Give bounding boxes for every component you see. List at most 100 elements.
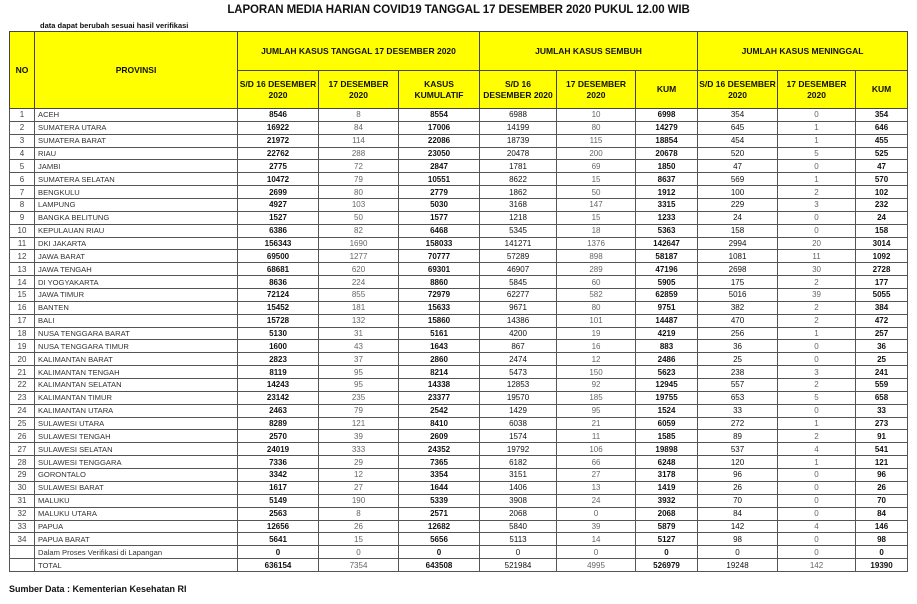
kasus-17: 121 [318,416,399,431]
province-name: DKI JAKARTA [34,236,238,251]
header-kasus-sd16: S/D 16 DESEMBER 2020 [237,70,319,109]
kasus-kumulatif: 69301 [397,262,481,277]
kasus-sd16: 1527 [237,210,319,225]
sembuh-kum: 4219 [635,326,699,341]
table-row: 9 BANGKA BELITUNG 1527 50 1577 1218 15 1233 24 0 2… [9,210,909,225]
province-name: KALIMANTAN SELATAN [34,378,238,392]
meninggal-17: 5 [777,390,857,405]
table-row: 18 NUSA TENGGARA BARAT 5130 31 5161 4200 19 421… [9,326,909,341]
kasus-sd16: 15452 [237,300,319,315]
province-name: SULAWESI BARAT [34,480,238,495]
row-no: 4 [9,146,35,161]
sembuh-kum: 5623 [635,365,699,380]
sembuh-sd16: 0 [479,545,558,560]
kasus-sd16: 7336 [237,455,319,470]
sembuh-kum: 5127 [635,532,699,547]
meninggal-17: 5 [777,146,857,161]
table-row: 33 PAPUA 12656 26 12682 5840 39 5879 142 4 146 [9,519,909,534]
table-row: 27 SULAWESI SELATAN 24019 333 24352 19792 106 1… [9,442,909,457]
kasus-kumulatif: 2609 [397,429,481,444]
sembuh-sd16: 1862 [479,185,558,200]
kasus-kumulatif: 5030 [397,198,481,212]
table-row: Dalam Proses Verifikasi di Lapangan 0 0 0 0 0… [9,545,909,560]
meninggal-17: 0 [777,493,857,508]
province-name: NUSA TENGGARA TIMUR [34,339,238,354]
meninggal-17: 0 [777,468,857,482]
header-meninggal-sd16: S/D 16 DESEMBER 2020 [697,70,779,109]
meninggal-kum: 33 [855,403,909,418]
table-row: 19 NUSA TENGGARA TIMUR 1600 43 1643 867 16 883 3… [9,339,909,354]
meninggal-kum: 472 [855,313,909,328]
row-no [9,558,35,572]
province-name: KALIMANTAN TENGAH [34,365,238,380]
row-no: 9 [9,210,35,225]
meninggal-sd16: 33 [697,403,779,418]
row-no: 10 [9,223,35,238]
sembuh-17: 101 [556,313,637,328]
meninggal-kum: 91 [855,429,909,444]
table-row: 20 KALIMANTAN BARAT 2823 37 2860 2474 12 2486 25… [9,352,909,367]
row-no: 30 [9,480,35,495]
province-name: BENGKULU [34,185,238,200]
row-no: 14 [9,275,35,290]
meninggal-kum: 84 [855,506,909,521]
meninggal-sd16: 520 [697,146,779,161]
meninggal-sd16: 2994 [697,236,779,251]
sembuh-kum: 6059 [635,416,699,431]
kasus-sd16: 16922 [237,120,319,135]
kasus-kumulatif: 15860 [397,313,481,328]
kasus-17: 190 [318,493,399,508]
meninggal-sd16: 569 [697,172,779,187]
meninggal-17: 2 [777,275,857,290]
kasus-kumulatif: 15633 [397,300,481,315]
kasus-kumulatif: 1644 [397,480,481,495]
province-name: JAWA BARAT [34,249,238,264]
sembuh-sd16: 46907 [479,262,558,277]
sembuh-17: 69 [556,159,637,174]
row-no: 7 [9,185,35,200]
kasus-17: 29 [318,455,399,470]
kasus-sd16: 8636 [237,275,319,290]
province-name: KALIMANTAN UTARA [34,403,238,418]
kasus-sd16: 6386 [237,223,319,238]
meninggal-sd16: 24 [697,210,779,225]
meninggal-17: 1 [777,416,857,431]
header-group-meninggal: JUMLAH KASUS MENINGGAL [697,31,909,71]
meninggal-17: 3 [777,365,857,380]
row-no: 22 [9,378,35,392]
sembuh-sd16: 3168 [479,198,558,212]
kasus-kumulatif: 1577 [397,210,481,225]
sembuh-sd16: 6182 [479,455,558,470]
province-name: SULAWESI UTARA [34,416,238,431]
meninggal-sd16: 100 [697,185,779,200]
kasus-sd16: 68681 [237,262,319,277]
province-name: MALUKU [34,493,238,508]
kasus-kumulatif: 72979 [397,288,481,302]
meninggal-sd16: 557 [697,378,779,392]
sembuh-sd16: 5345 [479,223,558,238]
kasus-sd16: 5149 [237,493,319,508]
sembuh-kum: 0 [635,545,699,560]
row-no: 11 [9,236,35,251]
table-row: 21 KALIMANTAN TENGAH 8119 95 8214 5473 150 5623… [9,365,909,380]
table-row: 2 SUMATERA UTARA 16922 84 17006 14199 80 14279 6… [9,120,909,135]
kasus-sd16: 4927 [237,198,319,212]
table-row: 6 SUMATERA SELATAN 10472 79 10551 8622 15 8637 5… [9,172,909,187]
kasus-17: 8 [318,108,399,122]
meninggal-kum: 98 [855,532,909,547]
meninggal-kum: 241 [855,365,909,380]
kasus-sd16: 12656 [237,519,319,534]
meninggal-kum: 0 [855,545,909,560]
meninggal-kum: 354 [855,108,909,122]
kasus-kumulatif: 22086 [397,133,481,148]
meninggal-17: 20 [777,236,857,251]
meninggal-kum: 177 [855,275,909,290]
sembuh-sd16: 3151 [479,468,558,482]
meninggal-17: 0 [777,352,857,367]
header-meninggal-kum: KUM [855,70,909,109]
meninggal-17: 2 [777,300,857,315]
header-group-kasus: JUMLAH KASUS TANGGAL 17 DESEMBER 2020 [236,31,481,71]
sembuh-17: 115 [556,133,637,148]
meninggal-17: 2 [777,313,857,328]
table-row: 23 KALIMANTAN TIMUR 23142 235 23377 19570 185 1… [9,390,909,405]
